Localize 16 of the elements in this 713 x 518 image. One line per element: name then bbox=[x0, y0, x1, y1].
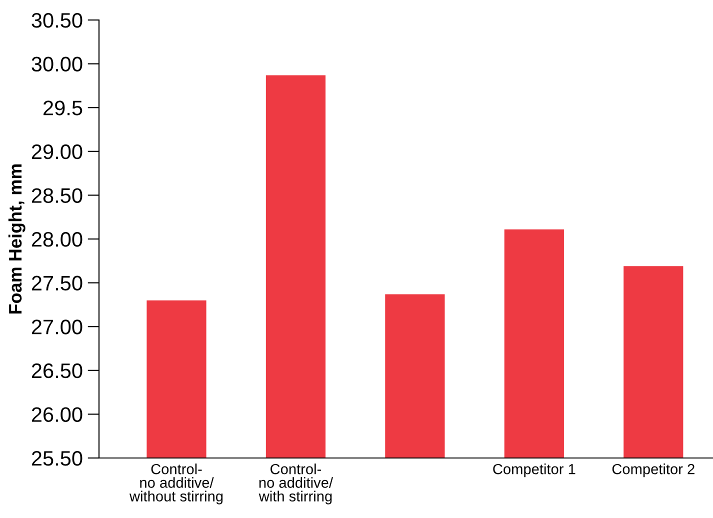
y-tick-label: 26.50 bbox=[32, 363, 82, 378]
y-tick-label: 28.00 bbox=[32, 232, 82, 247]
y-tick-label: 29.5 bbox=[44, 100, 82, 116]
x-tick-label: Control- no additive/ with stirring bbox=[258, 464, 334, 504]
y-tick-label: 30.00 bbox=[32, 56, 82, 72]
y-axis-title: Foam Height, mm bbox=[8, 164, 26, 314]
x-tick-label: Competitor 1 bbox=[493, 464, 576, 478]
y-tick-label: 28.50 bbox=[32, 188, 82, 203]
y-tick-label: 27.00 bbox=[32, 320, 82, 334]
x-tick-label: Control- no additive/ without stirring bbox=[129, 464, 223, 504]
x-tick-label: Competitor 2 bbox=[612, 464, 694, 478]
y-tick-label: 26.00 bbox=[32, 407, 82, 422]
y-tick-label: 27.50 bbox=[32, 276, 82, 291]
y-tick-label: 29.00 bbox=[32, 144, 82, 160]
y-tick-label: 25.50 bbox=[32, 451, 82, 466]
y-tick-label: 30.50 bbox=[32, 13, 82, 28]
